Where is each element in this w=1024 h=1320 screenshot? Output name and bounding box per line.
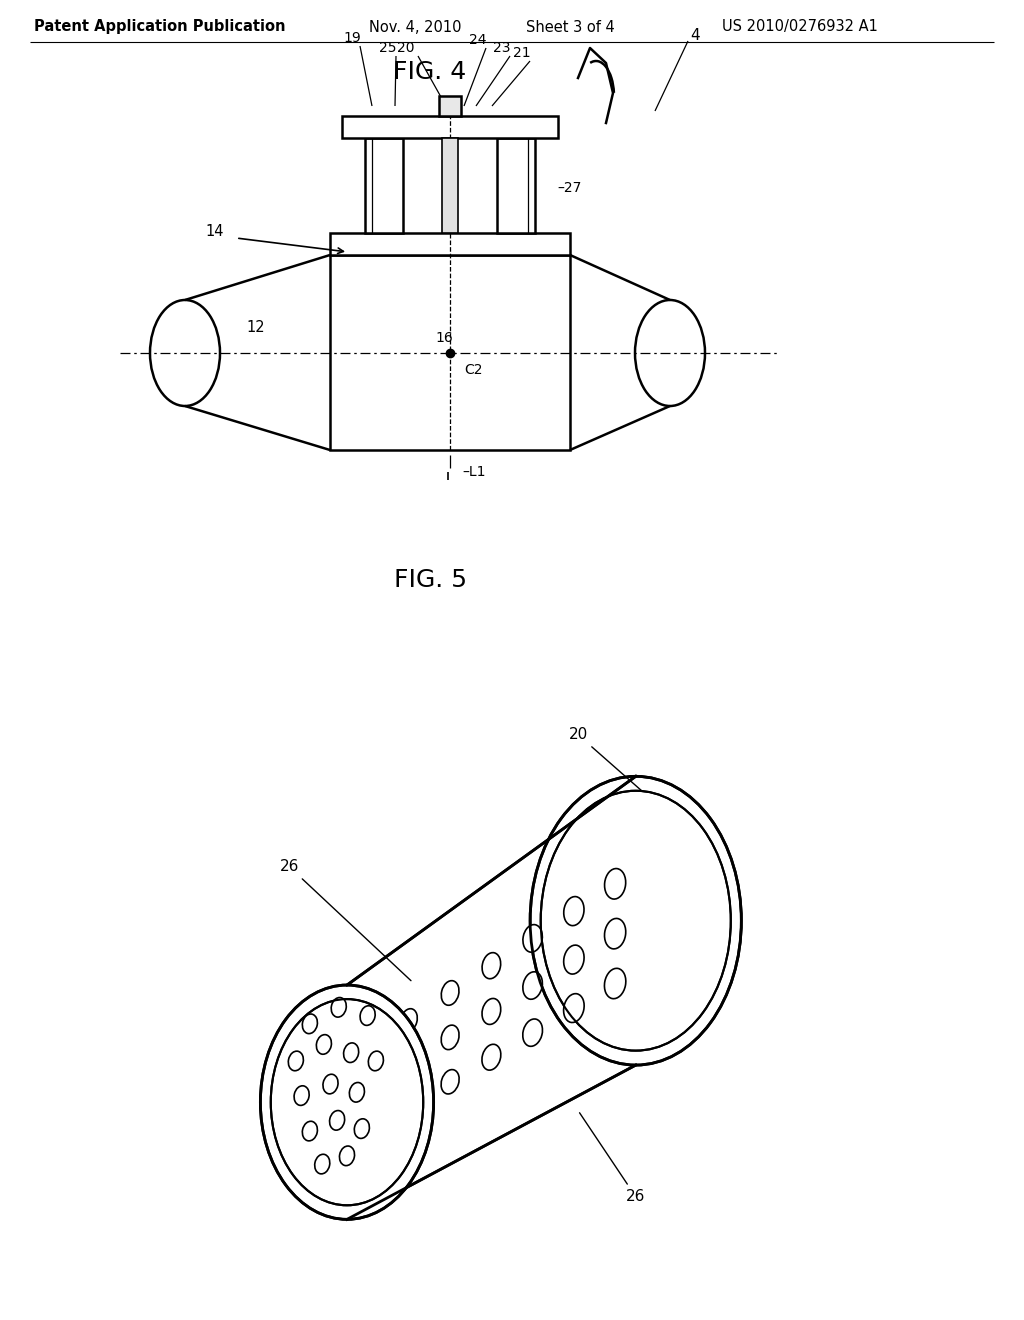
Ellipse shape [400, 1094, 418, 1118]
Ellipse shape [523, 1019, 543, 1047]
Text: 20: 20 [568, 727, 642, 791]
Text: Sheet 3 of 4: Sheet 3 of 4 [525, 20, 614, 34]
Ellipse shape [369, 1051, 383, 1071]
Ellipse shape [530, 776, 741, 1065]
Text: 24: 24 [469, 33, 486, 48]
Text: 16: 16 [435, 331, 453, 345]
Ellipse shape [289, 1051, 303, 1071]
Ellipse shape [359, 1036, 376, 1059]
Ellipse shape [563, 945, 584, 974]
Ellipse shape [349, 1082, 365, 1102]
Text: 25: 25 [379, 41, 396, 55]
Text: 21: 21 [513, 46, 530, 59]
Text: 19: 19 [343, 30, 360, 45]
Ellipse shape [482, 998, 501, 1024]
Polygon shape [347, 776, 636, 1220]
Ellipse shape [330, 1110, 345, 1130]
Ellipse shape [523, 972, 543, 999]
Ellipse shape [359, 1078, 376, 1100]
Bar [342, 116, 558, 139]
Ellipse shape [523, 924, 543, 952]
Ellipse shape [400, 1008, 418, 1032]
Ellipse shape [564, 896, 584, 925]
Bar [330, 255, 570, 450]
Ellipse shape [482, 953, 501, 978]
Ellipse shape [400, 1052, 418, 1074]
Text: Nov. 4, 2010: Nov. 4, 2010 [369, 20, 461, 34]
Ellipse shape [316, 1035, 332, 1055]
Ellipse shape [314, 1154, 330, 1173]
Text: FIG. 4: FIG. 4 [393, 59, 467, 84]
Ellipse shape [302, 1014, 317, 1034]
Text: 23: 23 [494, 41, 511, 55]
Ellipse shape [339, 1146, 354, 1166]
Ellipse shape [354, 1119, 370, 1138]
Bar [442, 139, 458, 234]
Ellipse shape [441, 981, 459, 1006]
Ellipse shape [302, 1121, 317, 1140]
Ellipse shape [150, 300, 220, 407]
Ellipse shape [360, 1006, 375, 1026]
Ellipse shape [344, 1043, 358, 1063]
Text: Patent Application Publication: Patent Application Publication [34, 20, 286, 34]
Ellipse shape [635, 300, 705, 407]
Ellipse shape [563, 994, 584, 1023]
Bar [497, 139, 535, 234]
Ellipse shape [294, 1086, 309, 1105]
Text: –L1: –L1 [462, 465, 485, 479]
Ellipse shape [359, 1121, 376, 1142]
Ellipse shape [331, 998, 346, 1018]
Text: 14: 14 [206, 224, 224, 239]
Text: US 2010/0276932 A1: US 2010/0276932 A1 [722, 20, 878, 34]
Text: 26: 26 [280, 859, 411, 981]
Text: 26: 26 [580, 1113, 645, 1204]
Text: 12: 12 [246, 321, 264, 335]
Text: –27: –27 [557, 181, 582, 195]
Bar [439, 96, 461, 116]
Text: C2: C2 [464, 363, 482, 378]
Ellipse shape [441, 1069, 459, 1094]
Ellipse shape [604, 869, 626, 899]
Text: 4: 4 [690, 29, 699, 44]
Ellipse shape [482, 1044, 501, 1071]
Ellipse shape [604, 919, 626, 949]
Ellipse shape [323, 1074, 338, 1094]
Bar [330, 234, 570, 255]
Ellipse shape [441, 1026, 459, 1049]
Ellipse shape [260, 985, 433, 1220]
Bar [365, 139, 403, 234]
Ellipse shape [604, 969, 626, 999]
Text: FIG. 5: FIG. 5 [393, 568, 467, 591]
Text: 20: 20 [397, 41, 415, 55]
